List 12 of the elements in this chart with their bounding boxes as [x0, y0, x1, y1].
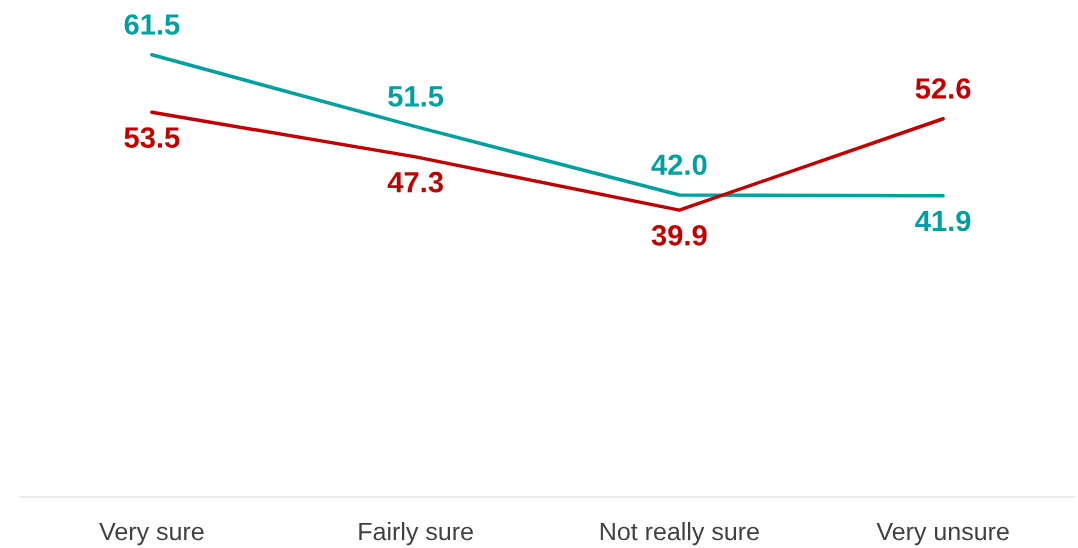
x-tick-label: Very sure — [99, 522, 204, 546]
data-label: 47.3 — [387, 171, 443, 193]
data-label: 61.5 — [124, 14, 180, 35]
data-label: 39.9 — [651, 225, 707, 246]
data-label: 53.5 — [124, 127, 180, 148]
x-tick-label: Not really sure — [600, 522, 759, 546]
data-label: 42.0 — [651, 154, 707, 176]
data-label: 51.5 — [388, 86, 444, 107]
x-tick-label: Very unsure — [876, 522, 1009, 546]
data-label: 41.9 — [915, 210, 971, 232]
x-tick-label: Fairly sure — [359, 522, 473, 546]
data-label: 52.6 — [915, 78, 971, 99]
